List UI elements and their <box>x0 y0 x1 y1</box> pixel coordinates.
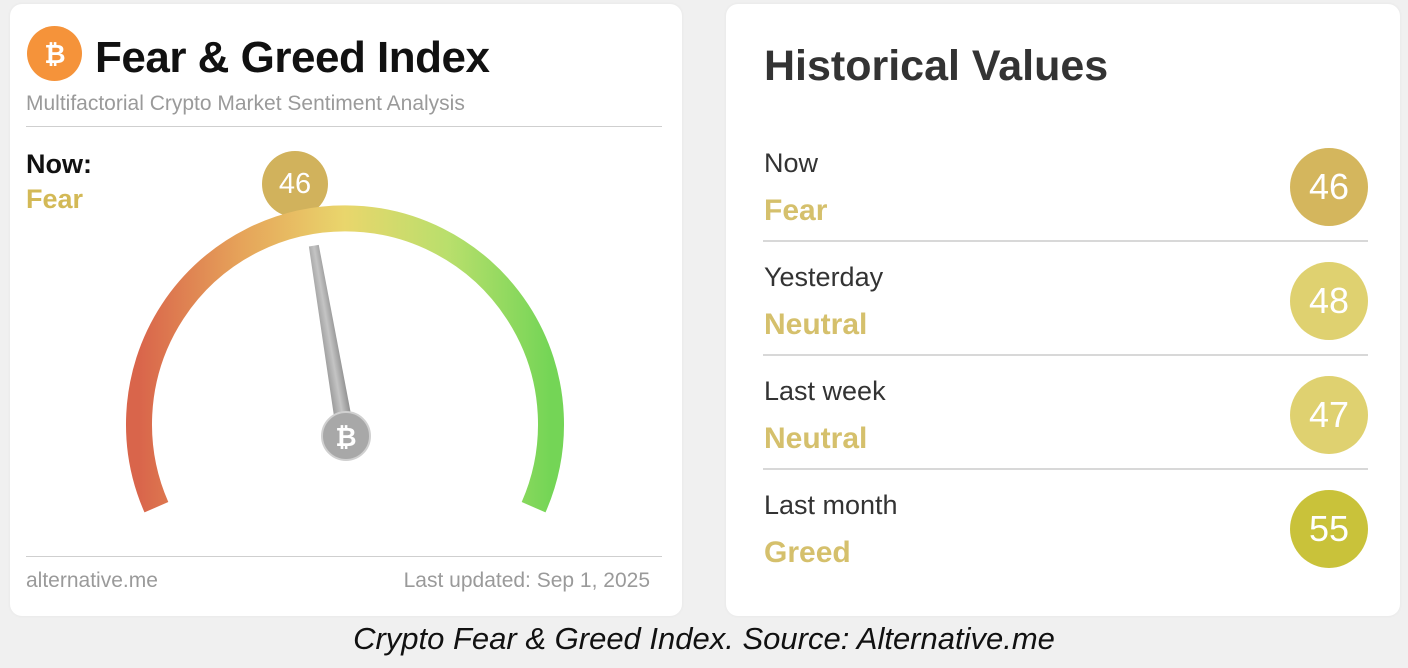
history-classification: Greed <box>764 536 851 569</box>
divider <box>26 556 662 557</box>
history-value-badge: 47 <box>1290 376 1368 454</box>
history-row-last-week: Last week Neutral 47 <box>763 356 1368 470</box>
history-row-now: Now Fear 46 <box>763 128 1368 242</box>
gauge-needle <box>308 244 355 438</box>
history-classification: Neutral <box>764 308 868 341</box>
history-row-yesterday: Yesterday Neutral 48 <box>763 242 1368 356</box>
history-value-badge: 46 <box>1290 148 1368 226</box>
historical-title: Historical Values <box>764 42 1109 90</box>
page-subtitle: Multifactorial Crypto Market Sentiment A… <box>26 92 465 115</box>
divider <box>26 126 662 127</box>
divider <box>763 354 1368 356</box>
source-link[interactable]: alternative.me <box>26 569 158 592</box>
gauge: ₿ <box>126 205 564 513</box>
now-label: Now: <box>26 149 92 179</box>
bitcoin-icon: ₿ <box>27 26 82 81</box>
now-classification: Fear <box>26 184 84 214</box>
history-value-badge: 48 <box>1290 262 1368 340</box>
divider <box>763 468 1368 470</box>
fear-greed-card: ₿ Fear & Greed Index Multifactorial Cryp… <box>10 4 682 616</box>
history-period: Yesterday <box>764 262 884 292</box>
gauge-hub: ₿ <box>321 411 371 461</box>
page-title: Fear & Greed Index <box>95 33 490 82</box>
history-value-badge: 55 <box>1290 490 1368 568</box>
value-badge: 46 <box>262 151 328 217</box>
gauge-arc <box>126 205 564 513</box>
last-updated: Last updated: Sep 1, 2025 <box>403 569 650 592</box>
history-row-last-month: Last month Greed 55 <box>763 470 1368 584</box>
history-classification: Fear <box>764 194 828 227</box>
history-period: Now <box>764 148 819 178</box>
historical-values-card: Historical Values Now Fear 46 Yesterday … <box>726 4 1400 616</box>
svg-text:₿: ₿ <box>44 40 65 70</box>
history-period: Last week <box>764 376 886 406</box>
figure-caption: Crypto Fear & Greed Index. Source: Alter… <box>353 621 1055 656</box>
history-period: Last month <box>764 490 898 520</box>
svg-text:₿: ₿ <box>335 423 356 453</box>
history-classification: Neutral <box>764 422 868 455</box>
divider <box>763 240 1368 242</box>
